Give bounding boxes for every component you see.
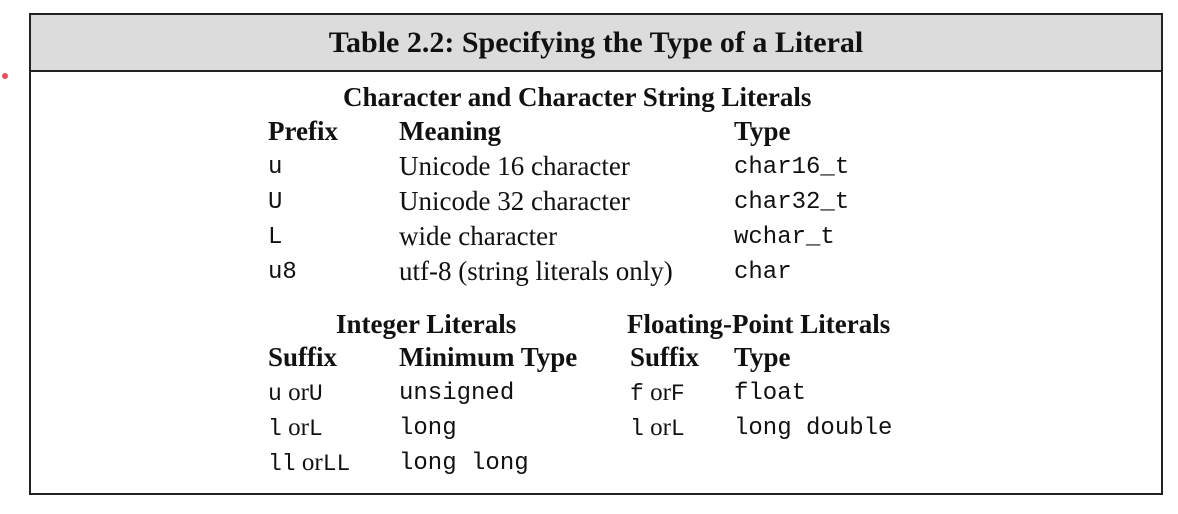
integer-row-suffix: l orL [268, 415, 323, 441]
suffix-upper: U [308, 381, 323, 407]
integer-row-suffix: ll orLL [268, 450, 350, 476]
integer-header-suffix: Suffix [268, 342, 338, 372]
suffix-lower: f [630, 381, 644, 407]
char-row-prefix: u [268, 154, 283, 181]
float-row-type: long double [734, 415, 893, 442]
float-row-suffix: f orF [630, 380, 685, 406]
char-row-type: wchar_t [734, 224, 835, 251]
or-word: or [288, 379, 309, 406]
char-row-prefix: u8 [268, 259, 297, 286]
margin-dot [2, 73, 8, 79]
or-word: or [288, 414, 309, 441]
suffix-lower: u [268, 381, 282, 407]
char-row-type: char16_t [734, 154, 850, 181]
char-row-meaning: Unicode 32 character [399, 186, 630, 216]
char-row-meaning: wide character [399, 221, 558, 251]
suffix-lower: ll [268, 451, 296, 477]
table-title-text: Table 2.2: Specifying the Type of a Lite… [328, 25, 864, 59]
integer-header-min-type: Minimum Type [399, 342, 578, 372]
float-row-type: float [734, 380, 807, 407]
char-row-meaning: utf-8 (string literals only) [399, 256, 673, 286]
float-row-suffix: l orL [630, 415, 685, 441]
or-word: or [650, 379, 671, 406]
suffix-upper: L [670, 416, 685, 442]
integer-row-min-type: long [399, 415, 457, 442]
char-section-heading: Character and Character String Literals [343, 82, 812, 112]
char-row-prefix: U [268, 189, 283, 216]
char-row-type: char [734, 259, 792, 286]
or-word: or [301, 449, 323, 476]
float-section-heading: Floating-Point Literals [627, 309, 891, 339]
char-row-type: char32_t [734, 189, 850, 216]
float-header-suffix: Suffix [630, 342, 700, 372]
suffix-upper: F [670, 381, 685, 407]
char-row-prefix: L [268, 224, 283, 251]
char-header-prefix: Prefix [268, 116, 338, 146]
char-row-meaning: Unicode 16 character [399, 151, 630, 181]
suffix-upper: LL [322, 451, 351, 477]
integer-row-min-type: unsigned [399, 380, 515, 407]
integer-section-heading: Integer Literals [336, 309, 517, 339]
suffix-lower: l [268, 416, 282, 442]
integer-row-min-type: long long [399, 450, 529, 477]
suffix-upper: L [308, 416, 323, 442]
or-word: or [650, 414, 671, 441]
suffix-lower: l [630, 416, 644, 442]
float-header-type: Type [734, 342, 791, 372]
table-title: Table 2.2: Specifying the Type of a Lite… [31, 15, 1161, 72]
literal-type-table: Table 2.2: Specifying the Type of a Lite… [29, 13, 1163, 495]
char-header-type: Type [734, 116, 791, 146]
integer-row-suffix: u orU [268, 380, 323, 406]
char-header-meaning: Meaning [399, 116, 502, 146]
